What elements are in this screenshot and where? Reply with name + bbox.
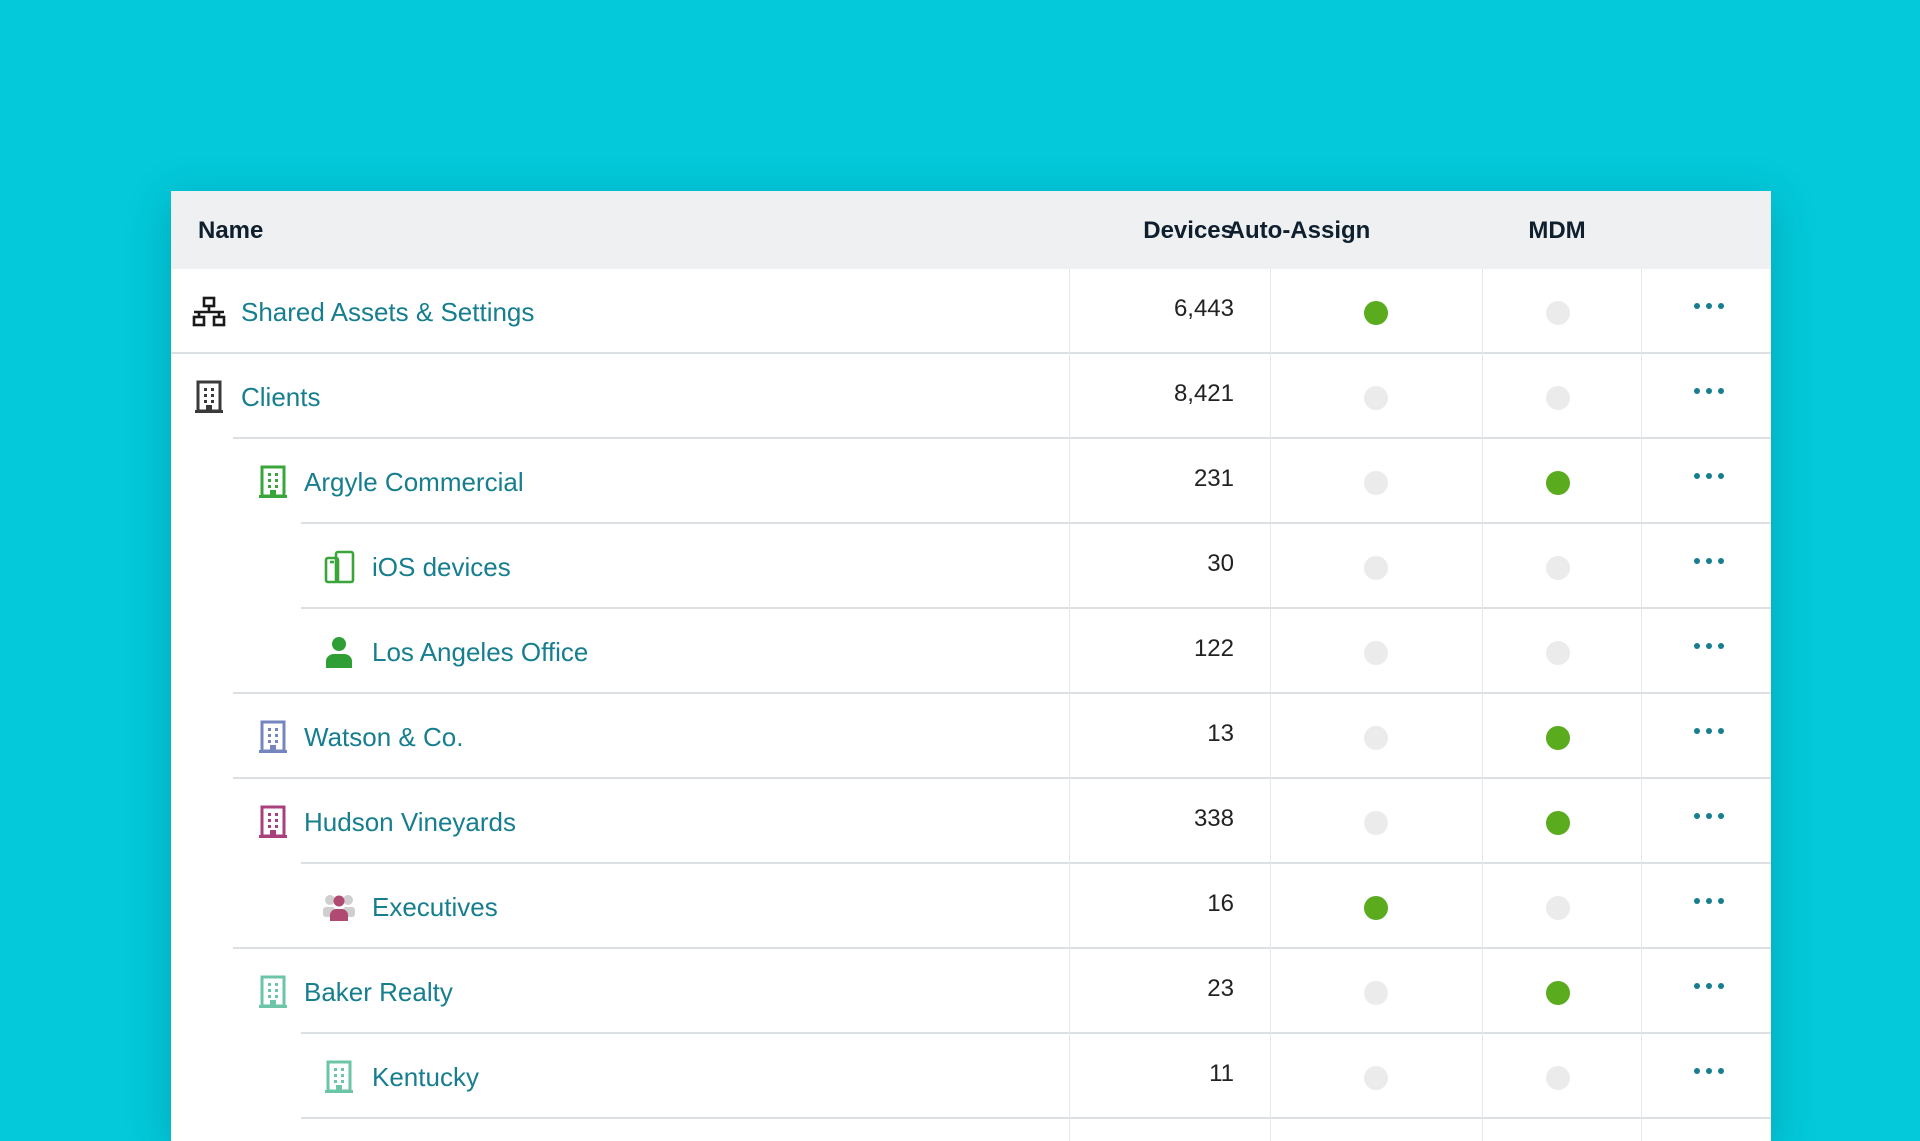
building-icon [256,465,290,499]
table-row[interactable]: Executives 16 [171,864,1771,949]
building-icon [192,380,226,414]
more-actions-button[interactable] [1694,552,1728,572]
row-divider [233,692,1771,694]
column-divider [1270,269,1271,1141]
building-icon [322,1060,356,1094]
table-body: Shared Assets & Settings 6,443 Clients 8… [171,269,1771,1119]
mdm-status-indicator[interactable] [1546,981,1570,1005]
row-divider [233,437,1771,439]
row-divider [171,352,1771,354]
group-name-link[interactable]: Kentucky [372,1062,479,1092]
auto-assign-status-indicator[interactable] [1364,471,1388,495]
more-actions-button[interactable] [1694,1062,1728,1082]
more-actions-button[interactable] [1694,297,1728,317]
group-name-link[interactable]: Baker Realty [304,977,453,1007]
table-header: Name Devices Auto-Assign MDM [171,191,1771,269]
mdm-status-indicator[interactable] [1546,386,1570,410]
group-name-link[interactable]: Executives [372,892,498,922]
column-divider [1641,269,1642,1141]
auto-assign-status-indicator[interactable] [1364,386,1388,410]
mdm-status-indicator[interactable] [1546,471,1570,495]
group-name-link[interactable]: Argyle Commercial [304,467,524,497]
mdm-status-indicator[interactable] [1546,896,1570,920]
table-row[interactable]: Kentucky 11 [171,1034,1771,1119]
column-header-auto-assign[interactable]: Auto-Assign [1227,217,1371,244]
column-divider [1069,269,1070,1141]
auto-assign-status-indicator[interactable] [1364,726,1388,750]
column-divider [1482,269,1483,1141]
more-actions-button[interactable] [1694,892,1728,912]
auto-assign-status-indicator[interactable] [1364,556,1388,580]
device-count: 11 [1209,1060,1234,1087]
column-header-mdm[interactable]: MDM [1528,217,1586,244]
row-divider [301,1032,1771,1034]
table-row[interactable]: Hudson Vineyards 338 [171,779,1771,864]
table-row[interactable]: Clients 8,421 [171,354,1771,439]
more-actions-button[interactable] [1694,722,1728,742]
building-icon [256,720,290,754]
building-icon [256,805,290,839]
row-divider [301,522,1771,524]
device-count: 8,421 [1173,380,1234,407]
auto-assign-status-indicator[interactable] [1364,301,1388,325]
device-count: 231 [1193,465,1234,492]
user-icon [322,635,356,669]
auto-assign-status-indicator[interactable] [1364,981,1388,1005]
more-actions-button[interactable] [1694,382,1728,402]
mdm-status-indicator[interactable] [1546,641,1570,665]
building-icon [256,975,290,1009]
devices-icon [322,550,356,584]
mdm-status-indicator[interactable] [1546,301,1570,325]
device-count: 16 [1207,890,1234,917]
row-divider [233,777,1771,779]
device-count: 122 [1193,635,1234,662]
device-count: 13 [1207,720,1234,747]
device-count: 23 [1207,975,1234,1002]
device-count: 338 [1193,805,1234,832]
row-divider [301,1117,1771,1119]
network-icon [192,295,226,329]
group-icon [322,890,356,924]
mdm-status-indicator[interactable] [1546,811,1570,835]
auto-assign-status-indicator[interactable] [1364,811,1388,835]
group-name-link[interactable]: iOS devices [372,552,511,582]
more-actions-button[interactable] [1694,467,1728,487]
groups-table: Name Devices Auto-Assign MDM Shared Asse… [171,191,1771,1141]
table-row[interactable]: Shared Assets & Settings 6,443 [171,269,1771,354]
table-row[interactable]: Los Angeles Office 122 [171,609,1771,694]
group-name-link[interactable]: Watson & Co. [304,722,464,752]
row-divider [233,947,1771,949]
column-header-devices[interactable]: Devices [1143,217,1234,244]
more-actions-button[interactable] [1694,977,1728,997]
mdm-status-indicator[interactable] [1546,726,1570,750]
group-name-link[interactable]: Hudson Vineyards [304,807,516,837]
device-count: 30 [1207,550,1234,577]
more-actions-button[interactable] [1694,807,1728,827]
group-name-link[interactable]: Clients [241,382,321,412]
table-row[interactable]: iOS devices 30 [171,524,1771,609]
more-actions-button[interactable] [1694,637,1728,657]
mdm-status-indicator[interactable] [1546,556,1570,580]
table-row[interactable]: Argyle Commercial 231 [171,439,1771,524]
column-header-name[interactable]: Name [198,217,264,244]
table-row[interactable]: Watson & Co. 13 [171,694,1771,779]
auto-assign-status-indicator[interactable] [1364,896,1388,920]
mdm-status-indicator[interactable] [1546,1066,1570,1090]
group-name-link[interactable]: Shared Assets & Settings [241,297,535,327]
row-divider [301,607,1771,609]
group-name-link[interactable]: Los Angeles Office [372,637,589,667]
row-divider [301,862,1771,864]
table-row[interactable]: Baker Realty 23 [171,949,1771,1034]
auto-assign-status-indicator[interactable] [1364,641,1388,665]
auto-assign-status-indicator[interactable] [1364,1066,1388,1090]
device-count: 6,443 [1173,295,1234,322]
